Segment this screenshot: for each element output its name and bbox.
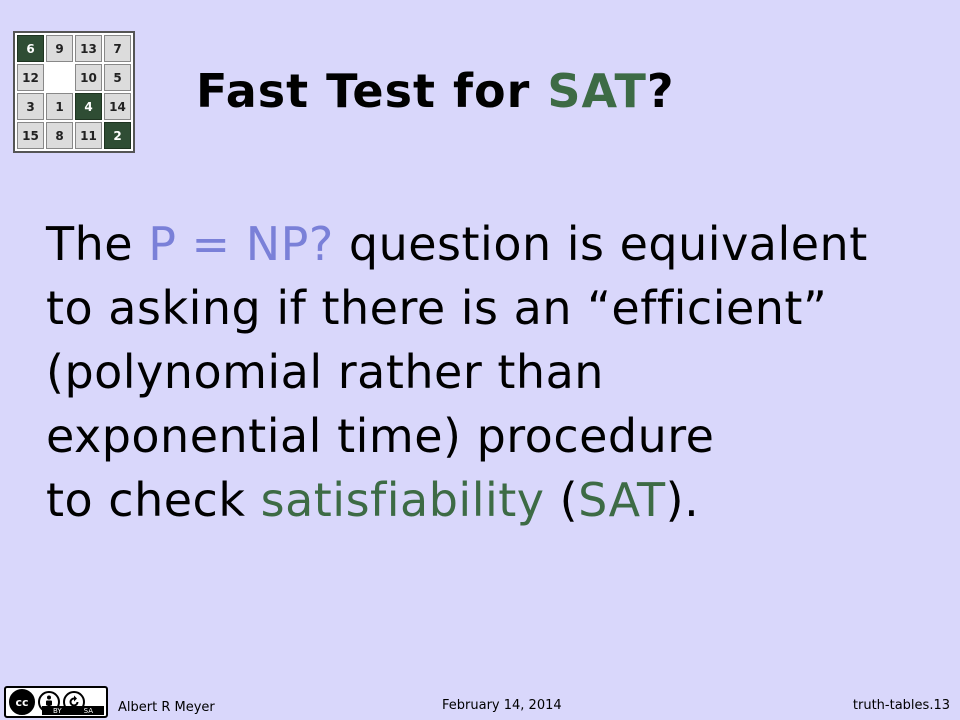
puzzle-tile: 9 — [46, 35, 73, 62]
share-alike-arrow-icon — [69, 695, 79, 707]
slide-footer: cc BY SA Albert R Meyer February 14, 201… — [0, 686, 960, 720]
body-line-4: exponential time) procedure — [46, 409, 715, 463]
puzzle-tile: 2 — [104, 122, 131, 149]
puzzle-tile: 4 — [75, 93, 102, 120]
satisfiability-highlight: satisfiability — [260, 473, 545, 527]
sat-highlight: SAT — [578, 473, 666, 527]
puzzle-tile: 8 — [46, 122, 73, 149]
body-text: The — [46, 217, 149, 271]
author-name: Albert R Meyer — [118, 700, 215, 715]
puzzle-tile: 6 — [17, 35, 44, 62]
puzzle-tile: 15 — [17, 122, 44, 149]
slide-body: The P = NP? question is equivalent to as… — [46, 212, 946, 532]
body-line-1: The P = NP? question is equivalent — [46, 212, 946, 276]
slide-date: February 14, 2014 — [442, 698, 562, 713]
license-tag: BY SA — [42, 706, 104, 715]
puzzle-tile: 11 — [75, 122, 102, 149]
puzzle-empty-slot — [46, 64, 73, 91]
puzzle-tile: 12 — [17, 64, 44, 91]
cc-icon: cc — [9, 689, 35, 715]
puzzle-tile: 1 — [46, 93, 73, 120]
body-text: ( — [544, 473, 579, 527]
puzzle-tile: 14 — [104, 93, 131, 120]
body-text: to check — [46, 473, 261, 527]
slide-title: Fast Test for SAT? — [196, 64, 675, 118]
title-prefix: Fast Test for — [196, 64, 548, 118]
body-text: ). — [665, 473, 700, 527]
title-suffix: ? — [646, 64, 675, 118]
body-line-5: to check satisfiability (SAT). — [46, 468, 946, 532]
creative-commons-badge[interactable]: cc BY SA — [4, 686, 108, 718]
body-line-2: to asking if there is an “efficient” — [46, 281, 828, 335]
license-sa: SA — [83, 706, 93, 715]
p-np-highlight: P = NP? — [148, 217, 334, 271]
fifteen-puzzle-logo: 6 9 13 7 12 10 5 3 1 4 14 15 8 11 2 — [13, 31, 135, 153]
puzzle-tile: 3 — [17, 93, 44, 120]
body-line-3: (polynomial rather than — [46, 345, 604, 399]
puzzle-tile: 7 — [104, 35, 131, 62]
license-by: BY — [52, 706, 62, 715]
puzzle-tile: 5 — [104, 64, 131, 91]
puzzle-tile: 10 — [75, 64, 102, 91]
body-text: question is equivalent — [333, 217, 868, 271]
title-sat: SAT — [547, 64, 647, 118]
slide-id: truth-tables.13 — [852, 698, 950, 713]
puzzle-tile: 13 — [75, 35, 102, 62]
